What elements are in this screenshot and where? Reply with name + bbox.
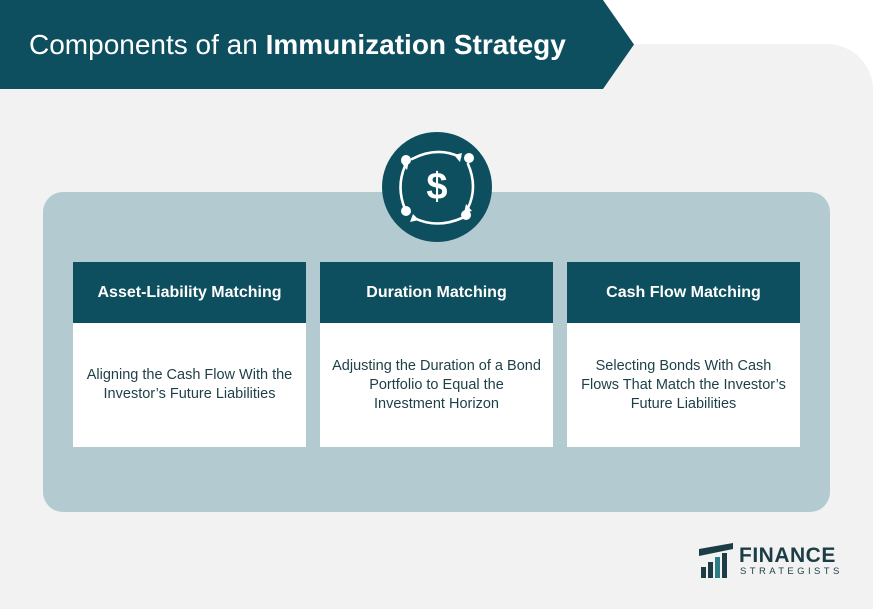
card-description: Aligning the Cash Flow With the Investor… [86, 367, 293, 402]
title-banner [0, 0, 634, 89]
svg-text:$: $ [426, 166, 447, 208]
card-title: Asset-Liability Matching [73, 262, 306, 323]
card-title: Cash Flow Matching [567, 262, 800, 323]
card-description: Adjusting the Duration of a Bond Portfol… [332, 357, 541, 412]
card-title: Duration Matching [320, 262, 553, 323]
title-emphasis: Immunization Strategy [265, 29, 566, 60]
card-cash-flow-matching: Cash Flow Matching Selecting Bonds With … [567, 262, 800, 447]
dollar-cycle-icon: $ [382, 132, 492, 242]
card-duration-matching: Duration Matching Adjusting the Duration… [320, 262, 553, 447]
finance-strategists-logo: FINANCE STRATEGISTS [699, 543, 839, 579]
logo-line2: STRATEGISTS [740, 566, 843, 577]
card-asset-liability-matching: Asset-Liability Matching Aligning the Ca… [73, 262, 306, 447]
page-title: Components of an Immunization Strategy [29, 25, 566, 65]
logo-line1: FINANCE [739, 544, 836, 567]
title-prefix: Components of an [29, 29, 258, 60]
finance-strategists-logo-icon [699, 543, 733, 578]
card-description: Selecting Bonds With Cash Flows That Mat… [581, 357, 786, 412]
